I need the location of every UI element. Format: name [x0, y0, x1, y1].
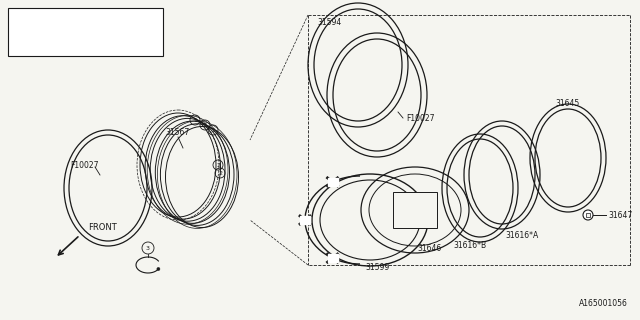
Text: 1: 1	[16, 13, 20, 19]
Circle shape	[583, 210, 593, 220]
Polygon shape	[300, 216, 310, 224]
Text: 2: 2	[216, 163, 220, 167]
Polygon shape	[328, 254, 337, 262]
Text: 2: 2	[16, 29, 20, 35]
Text: 31616*B: 31616*B	[453, 241, 486, 250]
Text: 31599: 31599	[366, 262, 390, 271]
Circle shape	[157, 268, 160, 270]
Text: 31616*A: 31616*A	[506, 230, 539, 239]
Text: 1: 1	[193, 117, 197, 123]
Text: 31594: 31594	[318, 18, 342, 27]
Text: F10027: F10027	[406, 114, 435, 123]
Text: A165001056: A165001056	[579, 299, 628, 308]
Text: 31567: 31567	[165, 127, 189, 137]
Text: 31690<     -'08MY0708): 31690< -'08MY0708)	[32, 44, 122, 52]
Text: 31647: 31647	[608, 211, 632, 220]
Bar	[393, 192, 437, 228]
Text: FRONT: FRONT	[88, 223, 116, 232]
Bar	[586, 213, 590, 217]
Text: 3: 3	[16, 45, 20, 51]
Text: 31645: 31645	[556, 99, 580, 108]
Text: F10027: F10027	[70, 161, 99, 170]
Text: 3: 3	[146, 245, 150, 251]
Text: 31536*A: 31536*A	[32, 28, 65, 36]
Text: 31532: 31532	[32, 12, 56, 20]
Polygon shape	[328, 178, 337, 186]
Bar	[8, 8, 163, 56]
Text: 1: 1	[211, 127, 215, 132]
Text: 2: 2	[218, 171, 222, 175]
Text: 1: 1	[203, 123, 207, 127]
Text: 31646: 31646	[418, 244, 442, 252]
